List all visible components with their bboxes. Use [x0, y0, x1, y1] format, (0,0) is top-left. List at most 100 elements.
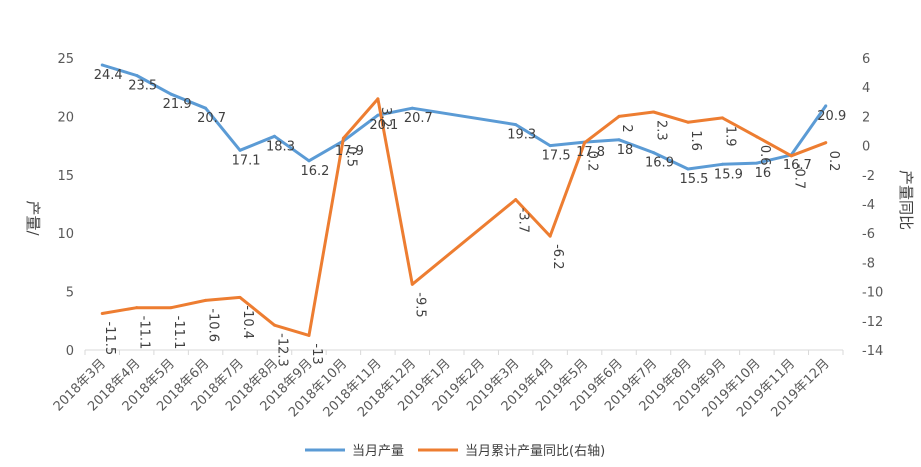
data-point-monthly-output — [273, 134, 276, 138]
data-label-monthly-output: 16.7 — [783, 158, 812, 173]
data-point-cumulative-yoy — [789, 154, 793, 158]
data-label-cumulative-yoy: 0.2 — [585, 151, 600, 172]
right-tick-label: -8 — [862, 256, 875, 271]
data-point-monthly-output — [169, 92, 173, 96]
data-label-cumulative-yoy: -11.1 — [171, 316, 186, 350]
data-label-monthly-output: 20.1 — [369, 118, 398, 133]
series-lines — [100, 63, 828, 337]
data-point-monthly-output — [410, 106, 414, 110]
data-point-monthly-output — [238, 148, 242, 152]
data-label-monthly-output: 21.9 — [163, 97, 192, 112]
right-tick-label: -14 — [862, 344, 883, 359]
data-point-monthly-output — [548, 144, 552, 148]
left-tick-label: 10 — [57, 227, 74, 242]
data-label-monthly-output: 20.7 — [197, 111, 226, 126]
data-label-cumulative-yoy: 3.2 — [378, 107, 393, 128]
data-label-cumulative-yoy: 1.6 — [688, 130, 703, 151]
data-label-monthly-output: 16 — [755, 166, 772, 181]
right-tick-label: -10 — [862, 286, 883, 301]
data-point-cumulative-yoy — [652, 110, 655, 114]
data-label-cumulative-yoy: -11.1 — [137, 316, 152, 350]
data-point-cumulative-yoy — [755, 135, 759, 139]
right-tick-label: -12 — [862, 315, 883, 330]
data-label-monthly-output: 23.5 — [128, 79, 157, 94]
x-axis-ticks: 2018年3月2018年4月2018年5月2018年6月2018年7月2018年… — [51, 350, 844, 420]
data-point-monthly-output — [652, 151, 655, 155]
right-tick-label: -6 — [862, 227, 875, 242]
right-axis-ticks: -14 -12 -10 -8 -6 -4 -2 0 2 4 6 — [862, 52, 883, 359]
data-label-cumulative-yoy: -3.7 — [516, 208, 531, 233]
right-tick-label: -4 — [862, 198, 875, 213]
data-label-cumulative-yoy: 0.2 — [826, 151, 841, 172]
data-point-monthly-output — [307, 159, 311, 163]
left-tick-label: 5 — [66, 286, 74, 301]
data-label-monthly-output: 16.2 — [300, 164, 329, 179]
left-tick-label: 0 — [66, 344, 74, 359]
data-label-monthly-output: 15.9 — [714, 167, 743, 182]
data-label-cumulative-yoy: -13 — [309, 343, 324, 364]
data-point-cumulative-yoy — [273, 323, 276, 327]
legend: 当月产量 当月累计产量同比(右轴) — [305, 444, 605, 459]
data-point-monthly-output — [135, 74, 139, 78]
data-label-monthly-output: 19.3 — [507, 128, 536, 143]
left-axis-title: 产量/ — [24, 200, 42, 236]
data-point-cumulative-yoy — [583, 141, 587, 145]
data-point-cumulative-yoy — [686, 120, 690, 124]
data-point-cumulative-yoy — [204, 298, 208, 302]
legend-label-monthly-output: 当月产量 — [352, 444, 404, 459]
data-label-monthly-output: 20.9 — [817, 109, 846, 124]
data-label-monthly-output: 17.5 — [542, 149, 571, 164]
data-label-cumulative-yoy: -6.2 — [550, 244, 565, 269]
right-tick-label: 0 — [862, 140, 870, 155]
right-tick-label: 4 — [862, 81, 870, 96]
data-point-cumulative-yoy — [238, 295, 242, 299]
data-label-cumulative-yoy: -9.5 — [412, 292, 427, 317]
data-point-cumulative-yoy — [100, 312, 104, 315]
data-point-cumulative-yoy — [169, 306, 173, 310]
data-label-monthly-output: 18 — [617, 143, 634, 158]
data-label-cumulative-yoy: -0.7 — [791, 164, 806, 189]
series-line-cumulative-yoy — [101, 97, 827, 337]
left-axis-ticks: 0 5 10 15 20 25 — [57, 52, 74, 359]
left-tick-label: 25 — [57, 52, 74, 67]
data-point-cumulative-yoy — [824, 141, 828, 145]
data-point-cumulative-yoy — [341, 136, 345, 140]
left-tick-label: 20 — [57, 110, 74, 125]
data-point-monthly-output — [686, 167, 690, 171]
data-label-monthly-output: 20.7 — [404, 111, 433, 126]
data-label-cumulative-yoy: 1.9 — [722, 126, 737, 147]
data-point-monthly-output — [720, 162, 724, 166]
data-point-monthly-output — [100, 63, 104, 67]
data-point-monthly-output — [617, 138, 621, 142]
right-tick-label: 6 — [862, 52, 870, 67]
data-point-cumulative-yoy — [410, 282, 414, 286]
data-label-monthly-output: 15.5 — [679, 172, 708, 187]
right-axis-title: 产量同比 — [897, 170, 915, 230]
right-tick-label: 2 — [862, 110, 870, 125]
data-point-monthly-output — [376, 113, 380, 117]
left-tick-label: 15 — [57, 169, 74, 184]
data-label-cumulative-yoy: 0.5 — [343, 146, 358, 167]
data-label-cumulative-yoy: -10.4 — [240, 305, 255, 339]
data-label-monthly-output: 17.9 — [335, 144, 364, 159]
data-point-cumulative-yoy — [376, 97, 380, 101]
data-point-monthly-output — [204, 106, 208, 110]
data-label-cumulative-yoy: 0.6 — [757, 145, 772, 166]
data-labels: 24.423.521.920.717.118.316.217.920.1 20.7… — [94, 68, 846, 367]
data-label-cumulative-yoy: 2 — [619, 124, 634, 132]
data-label-monthly-output: 18.3 — [266, 139, 295, 154]
data-label-monthly-output: 16.9 — [645, 156, 674, 171]
data-label-cumulative-yoy: -11.5 — [102, 322, 117, 356]
data-point-monthly-output — [824, 104, 828, 108]
data-point-cumulative-yoy — [514, 198, 518, 202]
data-point-monthly-output — [514, 123, 518, 127]
data-point-cumulative-yoy — [720, 116, 724, 120]
data-point-cumulative-yoy — [307, 333, 311, 337]
data-label-monthly-output: 17.1 — [232, 153, 261, 168]
data-label-monthly-output: 24.4 — [94, 68, 123, 83]
legend-label-cumulative-yoy: 当月累计产量同比(右轴) — [465, 444, 605, 459]
right-tick-label: -2 — [862, 169, 875, 184]
data-point-cumulative-yoy — [135, 306, 139, 310]
data-label-cumulative-yoy: -12.3 — [275, 333, 290, 367]
